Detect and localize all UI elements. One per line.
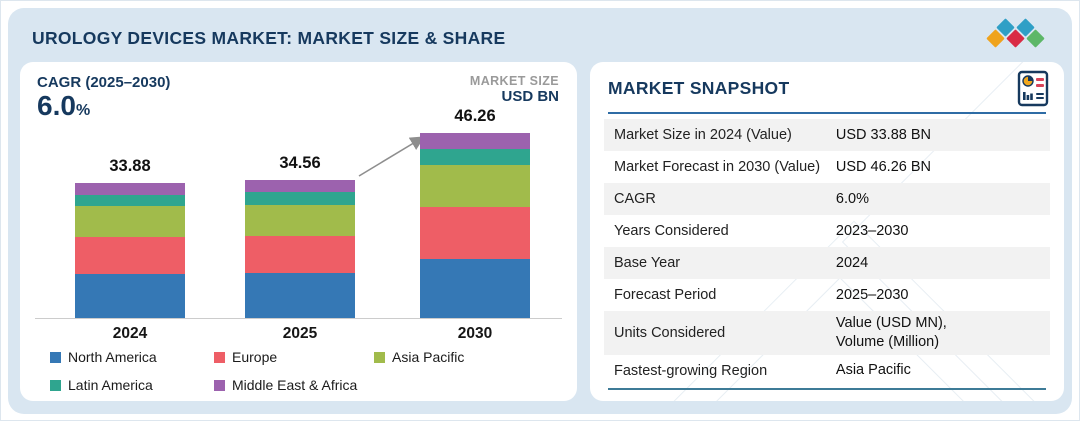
- bar-segment-asia-pacific: [420, 165, 530, 207]
- stacked-bar-chart: 33.88 34.56 46.26: [35, 107, 562, 318]
- table-row: Units Considered Value (USD MN), Volume (…: [604, 311, 1050, 355]
- legend-label: Europe: [232, 349, 278, 365]
- chart-legend: North America Europe Asia Pacific Latin Ame…: [50, 347, 565, 395]
- legend-item-latin-america: Latin America: [50, 375, 214, 395]
- bar-segment-asia-pacific: [75, 206, 185, 237]
- x-axis-label-2025: 2025: [282, 325, 318, 342]
- row-label: Base Year: [614, 255, 681, 271]
- bar-segment-europe: [245, 235, 355, 273]
- row-label: Years Considered: [614, 223, 729, 239]
- table-row: Fastest-growing Region Asia Pacific: [604, 355, 1050, 387]
- bar-segment-middle-east-africa: [245, 179, 355, 193]
- bar-segment-asia-pacific: [245, 204, 355, 236]
- bar-segment-north-america: [75, 273, 185, 318]
- bar-total-label: 33.88: [109, 156, 151, 175]
- row-label: Forecast Period: [614, 287, 717, 303]
- legend-label: North America: [68, 349, 157, 365]
- table-row: Years Considered 2023–2030: [604, 215, 1050, 247]
- row-value: 2025–2030: [835, 286, 909, 303]
- header-underline: [608, 112, 1046, 114]
- background-container: UROLOGY DEVICES MARKET: MARKET SIZE & SH…: [8, 8, 1072, 414]
- row-label: Fastest-growing Region: [614, 362, 768, 379]
- brand-logo-icon: [986, 16, 1050, 58]
- row-label: Market Forecast in 2030 (Value): [614, 159, 821, 175]
- bar-segment-north-america: [245, 272, 355, 318]
- bar-total-label: 34.56: [279, 153, 321, 172]
- row-value: 2024: [835, 254, 869, 271]
- legend-swatch-icon: [50, 351, 61, 363]
- bar-segment-europe: [75, 236, 185, 274]
- cagr-label: CAGR (2025–2030): [37, 74, 171, 91]
- legend-label: Latin America: [68, 377, 153, 393]
- legend-item-north-america: North America: [50, 347, 214, 367]
- legend-item-middle-east-africa: Middle East & Africa: [214, 375, 374, 395]
- bar-total-label: 46.26: [454, 107, 496, 125]
- legend-swatch-icon: [374, 351, 385, 363]
- table-row: Base Year 2024: [604, 247, 1050, 279]
- x-axis-label-2030: 2030: [457, 325, 493, 342]
- table-row: Market Forecast in 2030 (Value) USD 46.26…: [604, 151, 1050, 183]
- bar-segment-latin-america: [245, 192, 355, 205]
- table-row: Market Size in 2024 (Value) USD 33.88 BN: [604, 119, 1050, 151]
- cagr-value: 6.0%: [37, 90, 91, 121]
- x-axis-label-2024: 2024: [112, 325, 148, 342]
- market-size-block: MARKET SIZE USD BN: [470, 74, 559, 105]
- bar-segment-middle-east-africa: [75, 182, 185, 195]
- legend-label: Asia Pacific: [392, 349, 465, 365]
- cagr-unit: %: [75, 102, 91, 119]
- snapshot-table: Market Size in 2024 (Value) USD 33.88 BN M…: [604, 119, 1050, 387]
- row-label: CAGR: [614, 191, 656, 207]
- legend-label: Middle East & Africa: [232, 377, 358, 393]
- bar-2024: [75, 182, 185, 318]
- bar-segment-latin-america: [75, 194, 185, 207]
- row-value: 6.0%: [835, 190, 869, 207]
- row-value: USD 33.88 BN: [835, 126, 932, 143]
- table-row: CAGR 6.0%: [604, 183, 1050, 215]
- legend-swatch-icon: [50, 379, 61, 391]
- row-label: Market Size in 2024 (Value): [614, 127, 792, 143]
- page-title: UROLOGY DEVICES MARKET: MARKET SIZE & SH…: [32, 28, 506, 48]
- cagr-block: CAGR (2025–2030) 6.0%: [37, 74, 170, 120]
- x-axis-line: [35, 318, 562, 319]
- legend-swatch-icon: [214, 379, 225, 391]
- row-value: Value (USD MN), Volume (Million): [835, 315, 947, 350]
- bar-segment-europe: [420, 206, 530, 259]
- market-size-unit: USD BN: [501, 88, 559, 105]
- legend-item-asia-pacific: Asia Pacific: [374, 347, 565, 367]
- bar-2030: [420, 133, 530, 318]
- bar-segment-middle-east-africa: [420, 133, 530, 149]
- bar-2025: [245, 179, 355, 318]
- legend-swatch-icon: [214, 351, 225, 363]
- legend-item-europe: Europe: [214, 347, 374, 367]
- bar-segment-north-america: [420, 258, 530, 318]
- chart-panel: CAGR (2025–2030) 6.0% MARKET SIZE USD BN…: [20, 62, 577, 401]
- market-snapshot-panel: MARKET SNAPSHOT Market Size in 2024 (Val…: [590, 62, 1064, 401]
- snapshot-title: MARKET SNAPSHOT: [608, 78, 790, 98]
- row-value: Asia Pacific: [835, 362, 911, 379]
- market-size-label: MARKET SIZE: [469, 74, 559, 88]
- row-value: USD 46.26 BN: [835, 158, 932, 175]
- row-label: Units Considered: [614, 324, 726, 341]
- table-bottom-line: [608, 388, 1046, 390]
- report-icon: [1017, 70, 1049, 107]
- bar-segment-latin-america: [420, 148, 530, 166]
- row-value: 2023–2030: [835, 222, 909, 239]
- table-row: Forecast Period 2025–2030: [604, 279, 1050, 311]
